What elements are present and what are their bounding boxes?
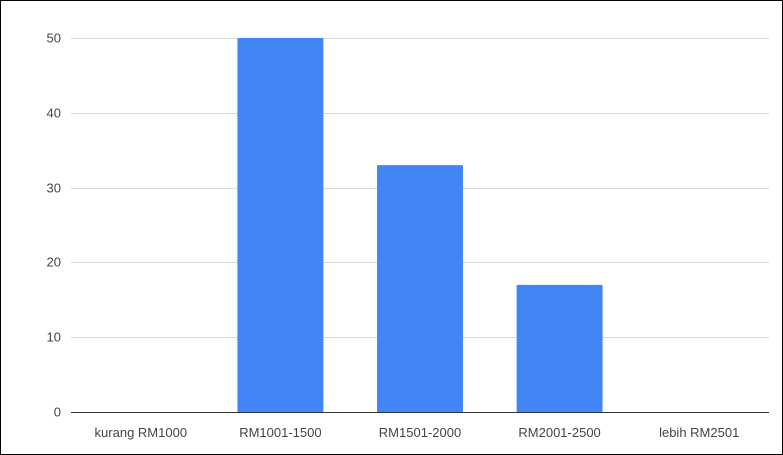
y-tick-label: 50 bbox=[47, 31, 61, 46]
x-tick-label: kurang RM1000 bbox=[95, 425, 188, 440]
bar-rm2001-2500 bbox=[516, 284, 603, 412]
x-tick-label: RM1001-1500 bbox=[239, 425, 321, 440]
x-tick-label: RM1501-2000 bbox=[379, 425, 461, 440]
x-tick-label: lebih RM2501 bbox=[659, 425, 739, 440]
axes: 0 10 20 30 40 50 kurang RM1000 RM1001-1500 RM150… bbox=[47, 31, 769, 440]
x-tick-label: RM2001-2500 bbox=[518, 425, 600, 440]
y-tick-label: 0 bbox=[54, 405, 61, 420]
y-tick-label: 20 bbox=[47, 255, 61, 270]
bar-rm1001-1500 bbox=[237, 38, 324, 412]
y-tick-label: 30 bbox=[47, 181, 61, 196]
bar-rm1501-2000 bbox=[377, 165, 463, 412]
bars bbox=[237, 38, 603, 412]
y-tick-label: 10 bbox=[47, 330, 61, 345]
y-tick-label: 40 bbox=[47, 106, 61, 121]
